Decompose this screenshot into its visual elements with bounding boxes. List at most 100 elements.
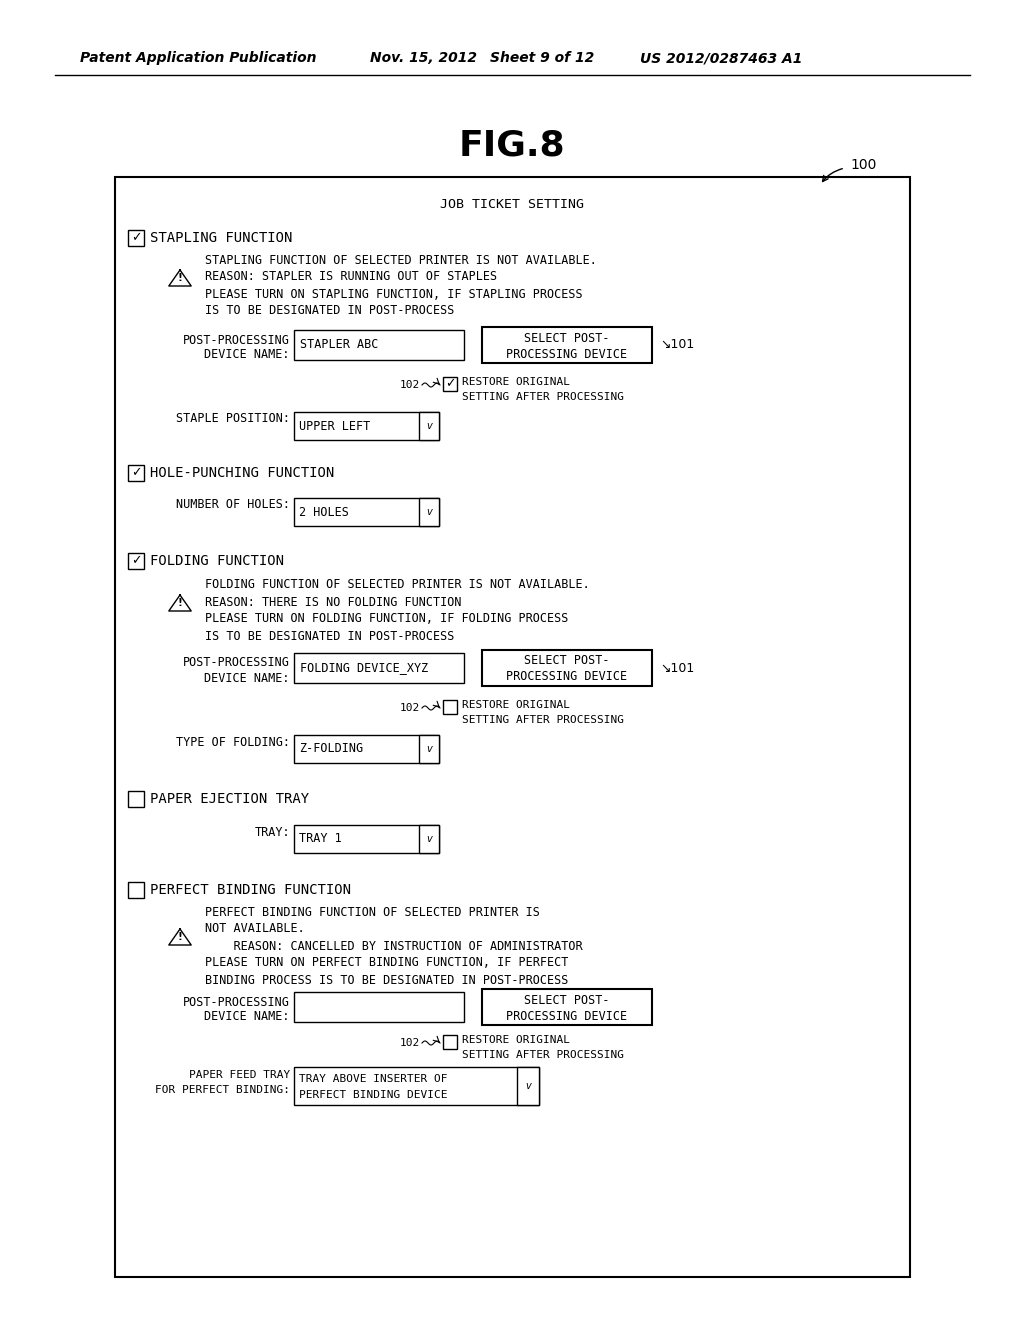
Text: STAPLE POSITION:: STAPLE POSITION: — [176, 412, 290, 425]
Text: NOT AVAILABLE.: NOT AVAILABLE. — [205, 923, 305, 936]
Bar — [517, 1067, 539, 1105]
Bar — [443, 1035, 457, 1049]
Bar — [128, 791, 144, 807]
Text: PLEASE TURN ON PERFECT BINDING FUNCTION, IF PERFECT: PLEASE TURN ON PERFECT BINDING FUNCTION,… — [205, 957, 568, 969]
Text: SELECT POST-: SELECT POST- — [524, 331, 609, 345]
Bar — [294, 735, 439, 763]
Bar — [294, 993, 464, 1022]
Text: NUMBER OF HOLES:: NUMBER OF HOLES: — [176, 499, 290, 511]
Text: ✓: ✓ — [131, 554, 141, 568]
Polygon shape — [169, 595, 191, 611]
Bar — [419, 498, 439, 525]
Text: POST-PROCESSING: POST-PROCESSING — [183, 334, 290, 346]
Text: Sheet 9 of 12: Sheet 9 of 12 — [490, 51, 594, 65]
Text: !: ! — [177, 932, 182, 942]
Text: SETTING AFTER PROCESSING: SETTING AFTER PROCESSING — [462, 1049, 624, 1060]
Text: DEVICE NAME:: DEVICE NAME: — [205, 1011, 290, 1023]
Text: TRAY ABOVE INSERTER OF: TRAY ABOVE INSERTER OF — [299, 1074, 447, 1084]
Text: IS TO BE DESIGNATED IN POST-PROCESS: IS TO BE DESIGNATED IN POST-PROCESS — [205, 305, 455, 318]
Text: SELECT POST-: SELECT POST- — [524, 994, 609, 1006]
Text: REASON: CANCELLED BY INSTRUCTION OF ADMINISTRATOR: REASON: CANCELLED BY INSTRUCTION OF ADMI… — [205, 940, 583, 953]
Text: DEVICE NAME:: DEVICE NAME: — [205, 348, 290, 362]
Text: Z-FOLDING: Z-FOLDING — [299, 742, 364, 755]
Text: v: v — [426, 507, 432, 517]
Text: PAPER FEED TRAY: PAPER FEED TRAY — [188, 1071, 290, 1080]
Bar — [482, 327, 652, 363]
Bar — [443, 378, 457, 391]
Bar — [294, 330, 464, 360]
Text: PERFECT BINDING FUNCTION OF SELECTED PRINTER IS: PERFECT BINDING FUNCTION OF SELECTED PRI… — [205, 906, 540, 919]
Text: PROCESSING DEVICE: PROCESSING DEVICE — [507, 347, 628, 360]
Bar — [419, 412, 439, 440]
Text: FOLDING FUNCTION: FOLDING FUNCTION — [150, 554, 284, 568]
Bar — [294, 412, 439, 440]
Text: !: ! — [177, 273, 182, 282]
Text: TRAY 1: TRAY 1 — [299, 833, 342, 846]
Text: 2 HOLES: 2 HOLES — [299, 506, 349, 519]
Text: FOLDING FUNCTION OF SELECTED PRINTER IS NOT AVAILABLE.: FOLDING FUNCTION OF SELECTED PRINTER IS … — [205, 578, 590, 591]
Bar — [419, 825, 439, 853]
Text: FIG.8: FIG.8 — [459, 128, 565, 162]
Text: STAPLING FUNCTION OF SELECTED PRINTER IS NOT AVAILABLE.: STAPLING FUNCTION OF SELECTED PRINTER IS… — [205, 253, 597, 267]
Text: RESTORE ORIGINAL: RESTORE ORIGINAL — [462, 378, 570, 387]
Bar — [443, 700, 457, 714]
Bar — [482, 989, 652, 1026]
Text: v: v — [426, 421, 432, 432]
Bar — [294, 825, 439, 853]
Text: UPPER LEFT: UPPER LEFT — [299, 420, 371, 433]
Text: v: v — [426, 834, 432, 843]
Polygon shape — [169, 271, 191, 286]
Text: PERFECT BINDING FUNCTION: PERFECT BINDING FUNCTION — [150, 883, 351, 898]
Text: PERFECT BINDING DEVICE: PERFECT BINDING DEVICE — [299, 1090, 447, 1100]
Text: POST-PROCESSING: POST-PROCESSING — [183, 656, 290, 669]
Text: PROCESSING DEVICE: PROCESSING DEVICE — [507, 1010, 628, 1023]
Text: !: ! — [177, 598, 182, 609]
Text: TYPE OF FOLDING:: TYPE OF FOLDING: — [176, 735, 290, 748]
Text: DEVICE NAME:: DEVICE NAME: — [205, 672, 290, 685]
Text: 100: 100 — [850, 158, 877, 172]
Text: HOLE-PUNCHING FUNCTION: HOLE-PUNCHING FUNCTION — [150, 466, 334, 480]
Text: STAPLER ABC: STAPLER ABC — [300, 338, 379, 351]
Text: ↘101: ↘101 — [660, 338, 694, 351]
Bar — [128, 882, 144, 898]
Text: REASON: THERE IS NO FOLDING FUNCTION: REASON: THERE IS NO FOLDING FUNCTION — [205, 595, 462, 609]
Text: TRAY:: TRAY: — [254, 825, 290, 838]
Text: PLEASE TURN ON STAPLING FUNCTION, IF STAPLING PROCESS: PLEASE TURN ON STAPLING FUNCTION, IF STA… — [205, 288, 583, 301]
Bar — [128, 230, 144, 246]
Text: RESTORE ORIGINAL: RESTORE ORIGINAL — [462, 1035, 570, 1045]
Text: PROCESSING DEVICE: PROCESSING DEVICE — [507, 671, 628, 684]
Bar — [294, 498, 439, 525]
Text: ✓: ✓ — [444, 378, 456, 391]
Text: ↘101: ↘101 — [660, 661, 694, 675]
Text: v: v — [426, 744, 432, 754]
Text: STAPLING FUNCTION: STAPLING FUNCTION — [150, 231, 293, 246]
Bar — [294, 653, 464, 682]
Text: POST-PROCESSING: POST-PROCESSING — [183, 995, 290, 1008]
Bar — [128, 553, 144, 569]
Text: v: v — [525, 1081, 530, 1092]
Text: SETTING AFTER PROCESSING: SETTING AFTER PROCESSING — [462, 392, 624, 403]
Text: FOLDING DEVICE_XYZ: FOLDING DEVICE_XYZ — [300, 661, 428, 675]
Text: 102: 102 — [400, 1038, 420, 1048]
Text: FOR PERFECT BINDING:: FOR PERFECT BINDING: — [155, 1085, 290, 1096]
Bar — [482, 649, 652, 686]
Text: BINDING PROCESS IS TO BE DESIGNATED IN POST-PROCESS: BINDING PROCESS IS TO BE DESIGNATED IN P… — [205, 974, 568, 986]
Text: Patent Application Publication: Patent Application Publication — [80, 51, 316, 65]
Text: 102: 102 — [400, 704, 420, 713]
Text: SELECT POST-: SELECT POST- — [524, 655, 609, 668]
Text: US 2012/0287463 A1: US 2012/0287463 A1 — [640, 51, 803, 65]
Text: 102: 102 — [400, 380, 420, 389]
Bar — [294, 1067, 539, 1105]
Polygon shape — [169, 929, 191, 945]
Text: IS TO BE DESIGNATED IN POST-PROCESS: IS TO BE DESIGNATED IN POST-PROCESS — [205, 630, 455, 643]
Bar — [115, 177, 910, 1276]
Text: RESTORE ORIGINAL: RESTORE ORIGINAL — [462, 700, 570, 710]
Text: JOB TICKET SETTING: JOB TICKET SETTING — [440, 198, 585, 211]
Text: PLEASE TURN ON FOLDING FUNCTION, IF FOLDING PROCESS: PLEASE TURN ON FOLDING FUNCTION, IF FOLD… — [205, 612, 568, 626]
Text: Nov. 15, 2012: Nov. 15, 2012 — [370, 51, 477, 65]
Text: REASON: STAPLER IS RUNNING OUT OF STAPLES: REASON: STAPLER IS RUNNING OUT OF STAPLE… — [205, 271, 497, 284]
Text: ✓: ✓ — [131, 466, 141, 479]
Text: SETTING AFTER PROCESSING: SETTING AFTER PROCESSING — [462, 715, 624, 725]
Bar — [419, 735, 439, 763]
Bar — [128, 465, 144, 480]
